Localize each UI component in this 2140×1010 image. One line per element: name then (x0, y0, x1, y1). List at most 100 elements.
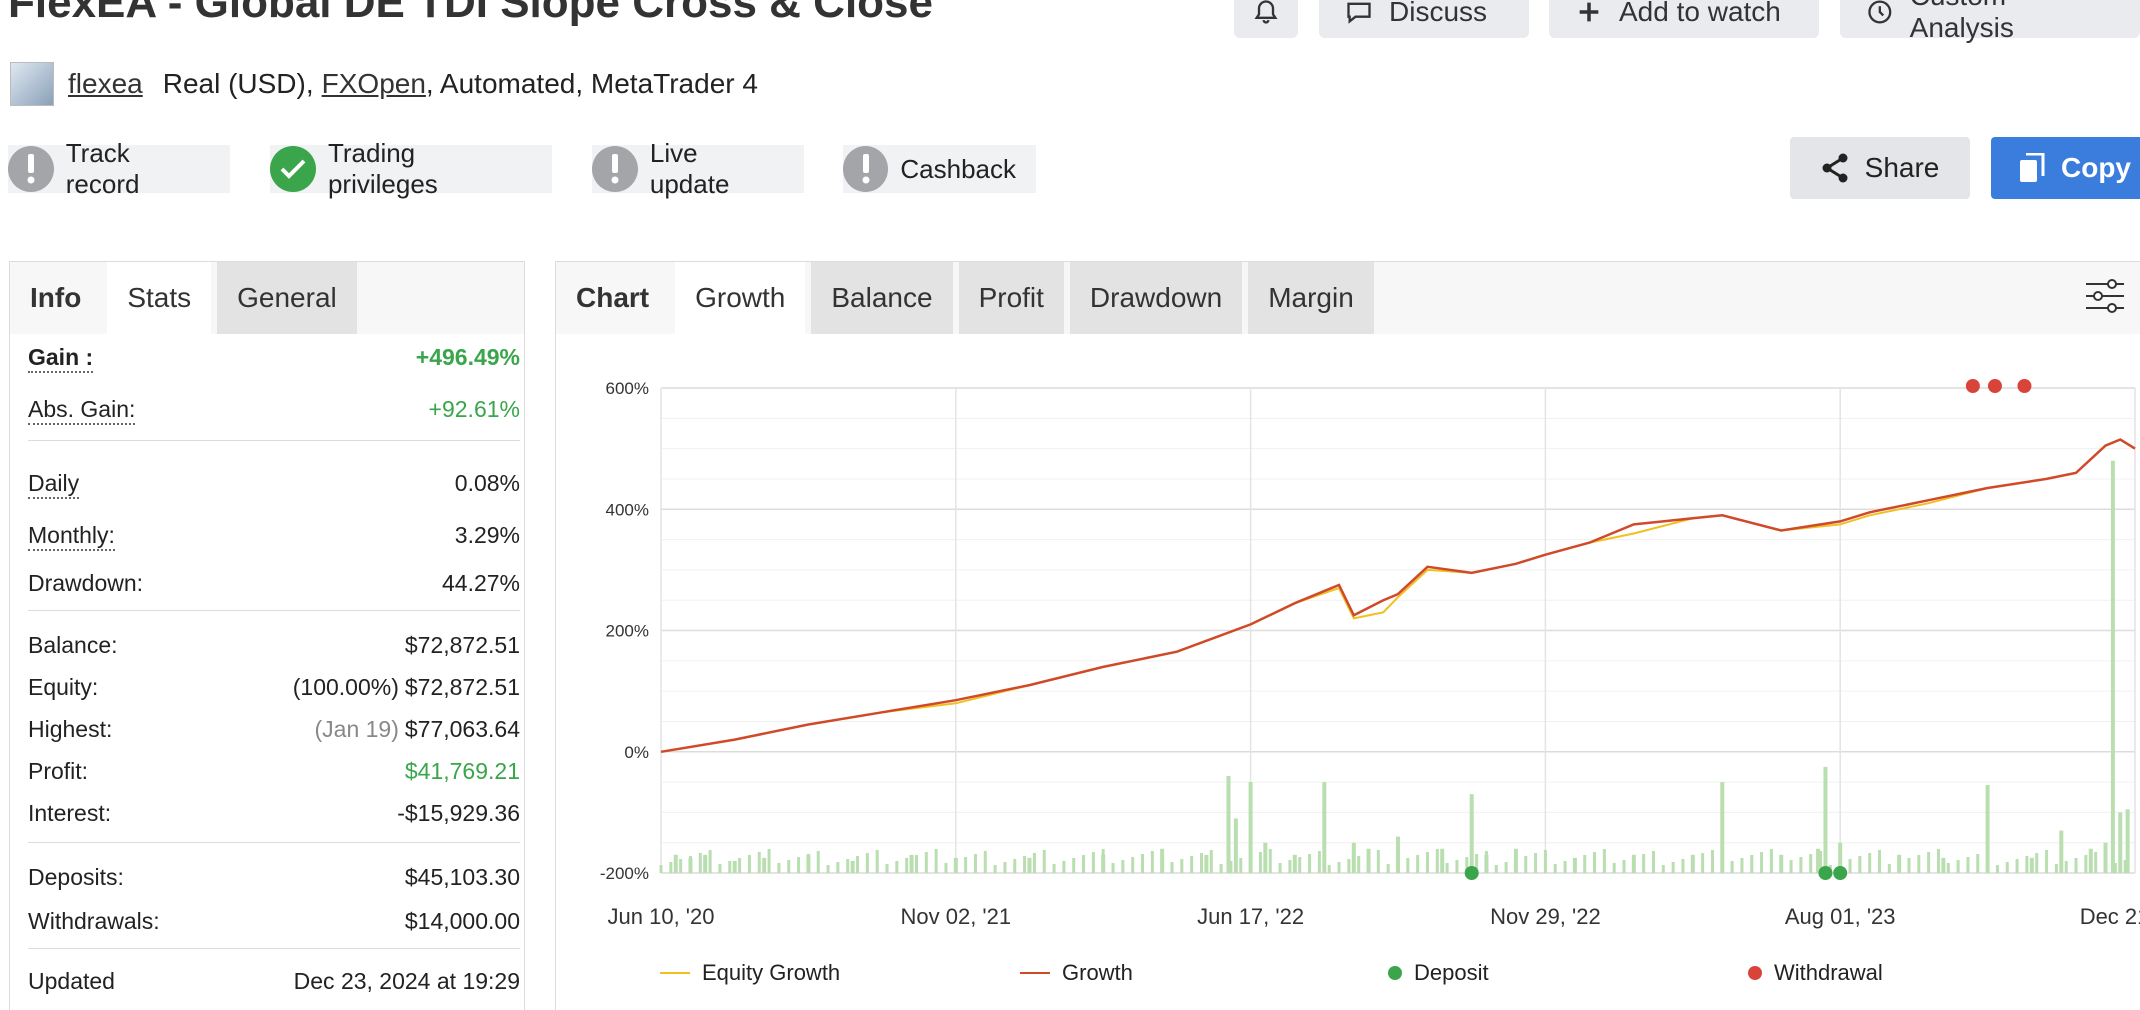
share-button[interactable]: Share (1790, 137, 1970, 199)
profit-bar (1170, 862, 1174, 873)
stat-label[interactable]: Daily (28, 470, 80, 499)
stat-label[interactable]: Monthly: (28, 522, 115, 551)
legend-equity-growth[interactable]: Equity Growth (660, 960, 840, 986)
x-tick-label: Aug 01, '23 (1785, 904, 1896, 929)
stat-label: Deposits: (28, 864, 124, 890)
tab-growth[interactable]: Growth (675, 262, 806, 334)
profit-bar (2025, 856, 2029, 873)
stat-label: Interest: (28, 800, 112, 826)
profit-bar (732, 860, 737, 873)
discuss-button[interactable]: Discuss (1319, 0, 1529, 38)
badge-live-update[interactable]: Live update (592, 138, 804, 199)
badge-track-record[interactable]: Track record (8, 138, 230, 199)
profit-bar (1396, 861, 1400, 873)
profit-bar (708, 850, 712, 873)
add-to-watch-button[interactable]: Add to watch (1549, 0, 1819, 38)
divider (28, 440, 520, 441)
legend-label: Growth (1062, 960, 1133, 985)
tab-chart[interactable]: Chart (576, 282, 650, 313)
x-tick-label: Nov 02, '21 (900, 904, 1011, 929)
profit-bar (1816, 848, 1821, 873)
profit-bar (1887, 864, 1891, 873)
profit-bar (1233, 818, 1238, 873)
sliders-icon (2086, 279, 2124, 313)
stat-value: $77,063.64 (404, 716, 520, 742)
profit-bar (659, 865, 663, 873)
profit-bar (1642, 854, 1646, 873)
profit-bar (2074, 858, 2078, 873)
profit-bar (1327, 865, 1331, 873)
profit-bar (1111, 863, 1115, 873)
legend-growth[interactable]: Growth (1020, 960, 1133, 986)
profit-bar (1101, 849, 1105, 873)
profit-bar (1150, 851, 1154, 873)
tab-drawdown[interactable]: Drawdown (1069, 262, 1243, 334)
tab-general[interactable]: General (217, 262, 357, 334)
copy-button[interactable]: Copy (1991, 137, 2140, 199)
profit-bar (1534, 853, 1538, 873)
profit-bar (2054, 864, 2058, 873)
stat-label[interactable]: Gain : (28, 344, 94, 373)
divider (28, 610, 520, 611)
profit-bar (1809, 854, 1813, 873)
profit-bar (1292, 854, 1297, 873)
y-tick-label: 400% (606, 500, 649, 519)
profit-bar (826, 865, 830, 873)
stat-label: Balance: (28, 632, 118, 658)
chart-settings-button[interactable] (2084, 276, 2126, 321)
profit-bar (1661, 865, 1665, 873)
profit-bar (1858, 856, 1862, 873)
profit-bar (1819, 851, 1823, 873)
profit-bar (1425, 852, 1429, 873)
stat-value: 0.08% (454, 470, 520, 496)
profit-bar (1288, 860, 1292, 873)
profit-bar (1263, 842, 1268, 873)
clock-icon (1868, 0, 1892, 24)
profit-bar (1514, 859, 1518, 873)
stat-label[interactable]: Abs. Gain: (28, 396, 136, 425)
stat-equity: Equity: (100.00%) $72,872.51 (28, 674, 520, 701)
chat-bubble-icon (1347, 2, 1371, 24)
broker-link[interactable]: FXOpen (321, 68, 426, 99)
stat-profit: Profit: $41,769.21 (28, 758, 520, 785)
profit-bar (895, 861, 899, 873)
chart-tabs: Chart Growth Balance Profit Drawdown Mar… (556, 262, 2140, 334)
badge-trading-privileges[interactable]: Trading privileges (270, 138, 552, 199)
stat-gain: Gain : +496.49% (28, 344, 520, 373)
deposit-marker (1833, 866, 1848, 880)
profit-bar (954, 860, 958, 873)
profit-bar (1416, 855, 1420, 873)
owner-link[interactable]: flexea (68, 68, 143, 99)
badge-cashback[interactable]: Cashback (843, 145, 1036, 193)
profit-bar (875, 850, 879, 873)
profit-bar (2064, 861, 2068, 873)
profit-bar (1986, 851, 1990, 873)
withdrawal-marker (1987, 379, 2002, 393)
profit-bar (1789, 860, 1793, 873)
tab-profit[interactable]: Profit (958, 262, 1064, 334)
tab-stats[interactable]: Stats (107, 262, 212, 334)
profit-bar (1367, 853, 1371, 873)
legend-deposit[interactable]: Deposit (1388, 960, 1489, 986)
profit-bar (688, 856, 692, 873)
custom-analysis-button[interactable]: Custom Analysis (1840, 0, 2140, 43)
tab-margin[interactable]: Margin (1248, 262, 1374, 334)
profit-bar (2123, 860, 2127, 873)
profit-bar (1612, 863, 1616, 873)
profit-bar (1317, 851, 1321, 873)
warning-icon (843, 146, 889, 192)
profit-bar (865, 853, 869, 873)
legend-withdrawal[interactable]: Withdrawal (1748, 960, 1883, 986)
stat-balance: Balance: $72,872.51 (28, 632, 520, 659)
notify-button[interactable] (1234, 0, 1298, 38)
profit-bar (1337, 862, 1341, 873)
stat-label: Highest: (28, 716, 113, 742)
stat-daily: Daily 0.08% (28, 470, 520, 499)
tab-info[interactable]: Info (30, 282, 82, 313)
stat-value: -$15,929.36 (397, 800, 520, 826)
profit-bar (934, 849, 938, 873)
legend-label: Deposit (1414, 960, 1489, 985)
legend-line (1020, 972, 1050, 974)
profit-bar (679, 859, 683, 873)
tab-balance[interactable]: Balance (811, 262, 953, 334)
